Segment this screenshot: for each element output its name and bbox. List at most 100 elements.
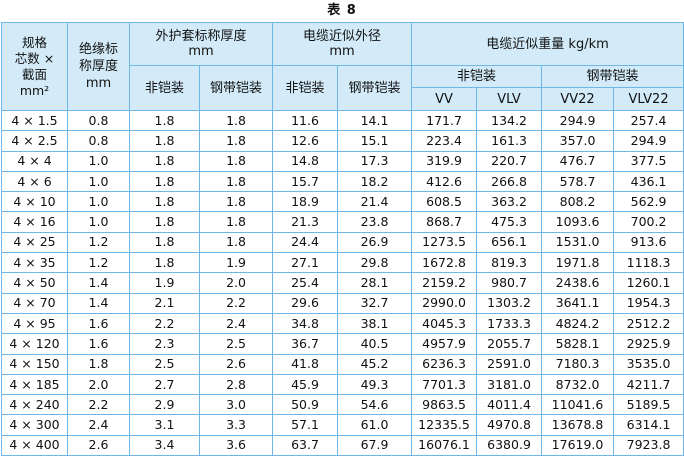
cell-diameter-unarmored: 11.6 xyxy=(272,109,339,132)
cell-sheath-armored: 1.8 xyxy=(198,109,274,132)
cell-weight-vlv: 2591.0 xyxy=(476,353,543,375)
cell-sheath-armored: 3.3 xyxy=(198,414,274,436)
table-row: 4 × 4 1.0 1.8 1.8 14.8 17.3 319.9 220.7 476.7 377… xyxy=(1,150,684,172)
cell-insulation: 1.4 xyxy=(67,292,130,314)
table-body: 4 × 1.5 0.8 1.8 1.8 11.6 14.1 171.7 134.2 294.9 2… xyxy=(1,109,684,456)
cell-weight-vlv22: 562.9 xyxy=(613,191,684,213)
table-row: 4 × 16 1.0 1.8 1.8 21.3 23.8 868.7 475.3 1093.6 7… xyxy=(1,211,684,233)
cell-insulation: 1.0 xyxy=(67,150,130,172)
table-row: 4 × 6 1.0 1.8 1.8 15.7 18.2 412.6 266.8 578.7 436… xyxy=(1,170,684,193)
cell-sheath-unarmored: 2.1 xyxy=(129,292,200,314)
header-vv: VV xyxy=(411,87,478,111)
cell-weight-vlv: 2055.7 xyxy=(476,333,543,355)
cell-weight-vv: 4045.3 xyxy=(411,312,478,335)
table-row: 4 × 70 1.4 2.1 2.2 29.6 32.7 2990.0 1303.2 3641.… xyxy=(1,292,684,314)
cell-diameter-armored: 45.2 xyxy=(337,353,413,375)
cell-spec: 4 × 70 xyxy=(1,292,68,314)
cell-spec: 4 × 35 xyxy=(1,252,68,274)
header-weight-armored: 钢带铠装 xyxy=(541,65,684,88)
header-diameter-unarmored: 非铠装 xyxy=(272,65,339,111)
cell-weight-vlv22: 1118.3 xyxy=(613,252,684,274)
cell-diameter-armored: 32.7 xyxy=(337,292,413,314)
cell-weight-vlv: 266.8 xyxy=(476,170,543,193)
cell-diameter-unarmored: 36.7 xyxy=(272,333,339,355)
cell-spec: 4 × 150 xyxy=(1,353,68,375)
cell-weight-vlv: 4970.8 xyxy=(476,414,543,436)
cell-insulation: 2.2 xyxy=(67,394,130,416)
header-sheath-label: 外护套标称厚度 xyxy=(155,29,247,44)
table-row: 4 × 10 1.0 1.8 1.8 18.9 21.4 608.5 363.2 808.2 56… xyxy=(1,191,684,213)
cell-insulation: 0.8 xyxy=(67,130,130,152)
cell-sheath-unarmored: 1.8 xyxy=(129,170,200,193)
cell-weight-vv22: 1971.8 xyxy=(541,252,615,274)
cell-weight-vv22: 3641.1 xyxy=(541,292,615,314)
cell-weight-vv: 1273.5 xyxy=(411,231,478,254)
cell-weight-vlv22: 7923.8 xyxy=(613,434,684,456)
table-row: 4 × 185 2.0 2.7 2.8 45.9 49.3 7701.3 3181.0 8732… xyxy=(1,373,684,396)
cell-weight-vv22: 294.9 xyxy=(541,109,615,132)
cell-diameter-armored: 67.9 xyxy=(337,434,413,456)
header-vlv22: VLV22 xyxy=(613,87,684,111)
table-row: 4 × 1.5 0.8 1.8 1.8 11.6 14.1 171.7 134.2 294.9 2… xyxy=(1,109,684,132)
cell-sheath-unarmored: 1.8 xyxy=(129,252,200,274)
table-row: 4 × 25 1.2 1.8 1.8 24.4 26.9 1273.5 656.1 1531.0… xyxy=(1,231,684,254)
cell-weight-vlv22: 913.6 xyxy=(613,231,684,254)
cell-insulation: 1.4 xyxy=(67,272,130,294)
cell-sheath-unarmored: 1.9 xyxy=(129,272,200,294)
cell-weight-vlv22: 294.9 xyxy=(613,130,684,152)
cell-diameter-armored: 18.2 xyxy=(337,170,413,193)
cell-spec: 4 × 4 xyxy=(1,150,68,172)
cell-weight-vv22: 11041.6 xyxy=(541,394,615,416)
header-diameter: 电缆近似外径 mm xyxy=(272,22,413,66)
cell-diameter-armored: 54.6 xyxy=(337,394,413,416)
cell-weight-vlv22: 6314.1 xyxy=(613,414,684,436)
cell-weight-vlv22: 257.4 xyxy=(613,109,684,132)
cell-spec: 4 × 16 xyxy=(1,211,68,233)
cell-diameter-unarmored: 41.8 xyxy=(272,353,339,375)
cell-weight-vlv: 819.3 xyxy=(476,252,543,274)
cell-spec: 4 × 6 xyxy=(1,170,68,193)
header-sheath-armored: 钢带铠装 xyxy=(198,65,274,111)
cell-diameter-unarmored: 24.4 xyxy=(272,231,339,254)
cell-weight-vv22: 8732.0 xyxy=(541,373,615,396)
cell-diameter-armored: 26.9 xyxy=(337,231,413,254)
cell-diameter-unarmored: 21.3 xyxy=(272,211,339,233)
header-insulation: 绝缘标 称厚度 mm xyxy=(67,22,130,111)
cell-weight-vv22: 4824.2 xyxy=(541,312,615,335)
cell-weight-vv: 16076.1 xyxy=(411,434,478,456)
cell-sheath-unarmored: 3.4 xyxy=(129,434,200,456)
cell-insulation: 1.0 xyxy=(67,211,130,233)
cell-weight-vv22: 476.7 xyxy=(541,150,615,172)
cell-weight-vlv22: 2925.9 xyxy=(613,333,684,355)
cell-sheath-armored: 2.5 xyxy=(198,333,274,355)
cell-sheath-armored: 2.4 xyxy=(198,312,274,335)
cell-sheath-unarmored: 1.8 xyxy=(129,109,200,132)
cell-diameter-armored: 49.3 xyxy=(337,373,413,396)
header-vv22: VV22 xyxy=(541,87,615,111)
cell-insulation: 1.2 xyxy=(67,252,130,274)
cell-weight-vv: 2159.2 xyxy=(411,272,478,294)
cell-weight-vlv22: 3535.0 xyxy=(613,353,684,375)
cell-diameter-armored: 40.5 xyxy=(337,333,413,355)
cell-weight-vv: 9863.5 xyxy=(411,394,478,416)
cell-insulation: 1.0 xyxy=(67,170,130,193)
cell-weight-vlv: 475.3 xyxy=(476,211,543,233)
cell-weight-vv22: 808.2 xyxy=(541,191,615,213)
cell-weight-vlv: 656.1 xyxy=(476,231,543,254)
cell-diameter-unarmored: 29.6 xyxy=(272,292,339,314)
cell-weight-vlv22: 377.5 xyxy=(613,150,684,172)
cell-diameter-armored: 28.1 xyxy=(337,272,413,294)
cell-sheath-armored: 1.8 xyxy=(198,191,274,213)
cell-weight-vv: 6236.3 xyxy=(411,353,478,375)
cell-weight-vv: 2990.0 xyxy=(411,292,478,314)
cell-diameter-unarmored: 27.1 xyxy=(272,252,339,274)
cell-weight-vlv: 1303.2 xyxy=(476,292,543,314)
header-diameter-label: 电缆近似外径 xyxy=(303,29,382,44)
cell-weight-vv: 608.5 xyxy=(411,191,478,213)
cell-weight-vv22: 13678.8 xyxy=(541,414,615,436)
cell-sheath-unarmored: 3.1 xyxy=(129,414,200,436)
cell-sheath-unarmored: 2.7 xyxy=(129,373,200,396)
cell-weight-vv: 223.4 xyxy=(411,130,478,152)
cell-insulation: 1.0 xyxy=(67,191,130,213)
cell-spec: 4 × 1.5 xyxy=(1,109,68,132)
